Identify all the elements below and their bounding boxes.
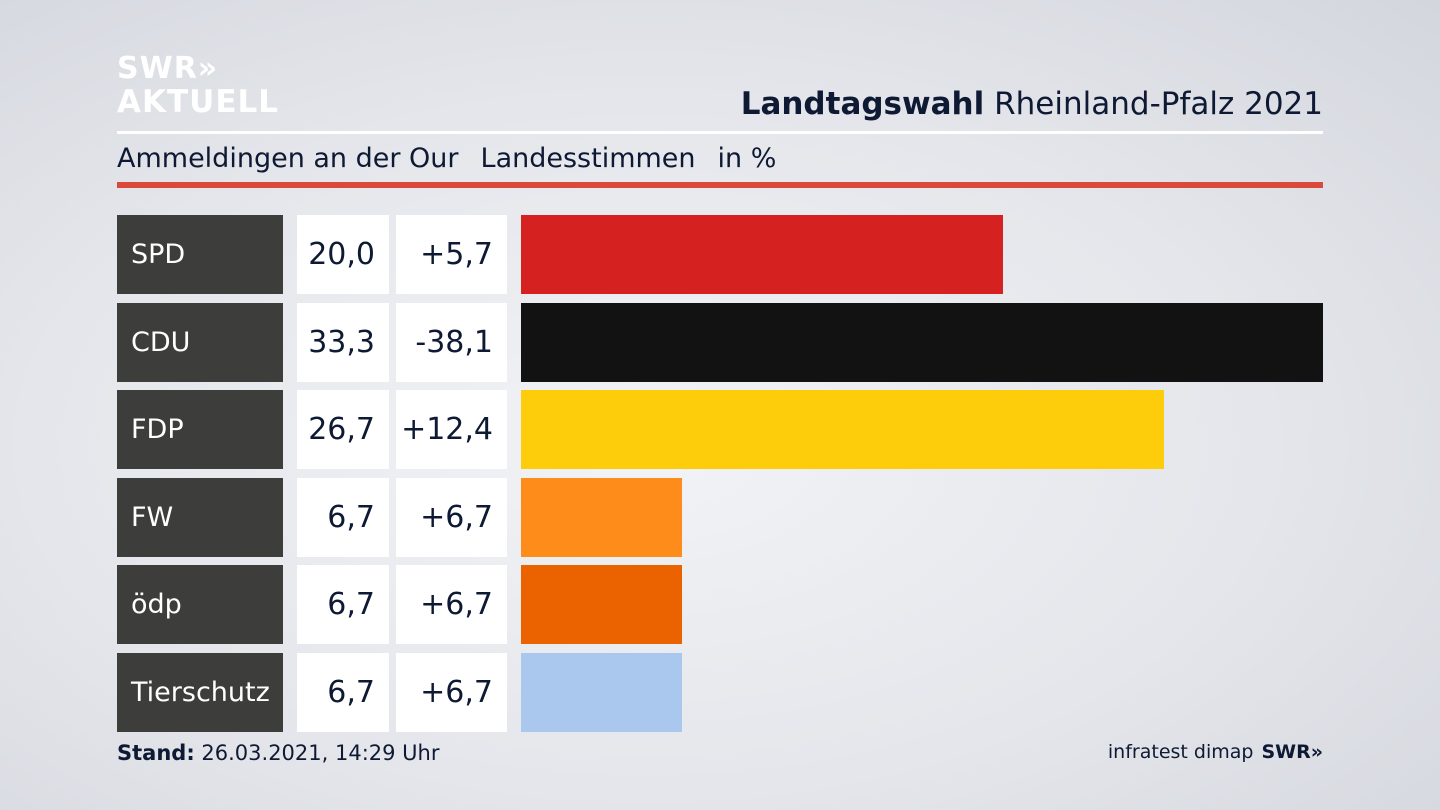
vote-share-bar bbox=[521, 565, 682, 644]
vote-share-bar bbox=[521, 477, 682, 557]
vote-change-label: -38,1 bbox=[396, 302, 507, 382]
chart-title: Landtagswahl Rheinland-Pfalz 2021 bbox=[741, 86, 1323, 122]
swr-aktuell-logo: SWR» AKTUELL bbox=[117, 54, 279, 118]
vote-share-bar bbox=[521, 302, 1323, 382]
vote-change-label: +12,4 bbox=[396, 390, 507, 469]
chart-row: ödp 6,7 +6,7 bbox=[117, 565, 1323, 644]
party-label: FW bbox=[117, 477, 283, 557]
vote-share-label: 6,7 bbox=[297, 652, 389, 732]
source-name: infratest dimap bbox=[1107, 741, 1254, 763]
chart-row: FW 6,7 +6,7 bbox=[117, 477, 1323, 557]
chart-row: SPD 20,0 +5,7 bbox=[117, 215, 1323, 294]
party-label: ödp bbox=[117, 565, 283, 644]
vote-share-bar bbox=[521, 215, 1003, 294]
party-label: CDU bbox=[117, 302, 283, 382]
vote-change-label: +6,7 bbox=[396, 565, 507, 644]
vote-share-bar bbox=[521, 390, 1164, 469]
vote-share-label: 20,0 bbox=[297, 215, 389, 294]
vote-share-label: 26,7 bbox=[297, 390, 389, 469]
party-label: Tierschutz bbox=[117, 652, 283, 732]
vote-change-label: +6,7 bbox=[396, 477, 507, 557]
stand-value: 26.03.2021, 14:29 Uhr bbox=[194, 741, 440, 765]
stand-label: Stand: bbox=[117, 741, 195, 765]
vote-change-label: +6,7 bbox=[396, 652, 507, 732]
subtitle-region: Ammeldingen an der Our bbox=[117, 143, 459, 174]
vote-change-label: +5,7 bbox=[396, 215, 507, 294]
accent-divider bbox=[117, 182, 1323, 188]
chart-subtitle: Ammeldingen an der Our Landesstimmen in % bbox=[117, 143, 798, 174]
chart-row: CDU 33,3 -38,1 bbox=[117, 302, 1323, 382]
subtitle-measure: Landesstimmen bbox=[480, 143, 696, 174]
party-label: FDP bbox=[117, 390, 283, 469]
source-credit: infratest dimap SWR» bbox=[1108, 741, 1323, 763]
chart-row: Tierschutz 6,7 +6,7 bbox=[117, 652, 1323, 732]
subtitle-unit: in % bbox=[717, 143, 777, 174]
vote-share-label: 33,3 bbox=[297, 302, 389, 382]
chart-row: FDP 26,7 +12,4 bbox=[117, 390, 1323, 469]
logo-line-2: AKTUELL bbox=[117, 84, 280, 120]
brand-mark: SWR» bbox=[1261, 741, 1323, 763]
vote-share-label: 6,7 bbox=[297, 477, 389, 557]
vote-share-bar bbox=[521, 652, 682, 732]
title-bold: Landtagswahl bbox=[740, 86, 985, 122]
logo-line-1: SWR» bbox=[117, 51, 219, 86]
timestamp: Stand: 26.03.2021, 14:29 Uhr bbox=[117, 741, 440, 765]
party-label: SPD bbox=[117, 215, 283, 294]
title-rest: Rheinland-Pfalz 2021 bbox=[984, 86, 1323, 122]
vote-share-label: 6,7 bbox=[297, 565, 389, 644]
header-divider bbox=[117, 131, 1323, 134]
